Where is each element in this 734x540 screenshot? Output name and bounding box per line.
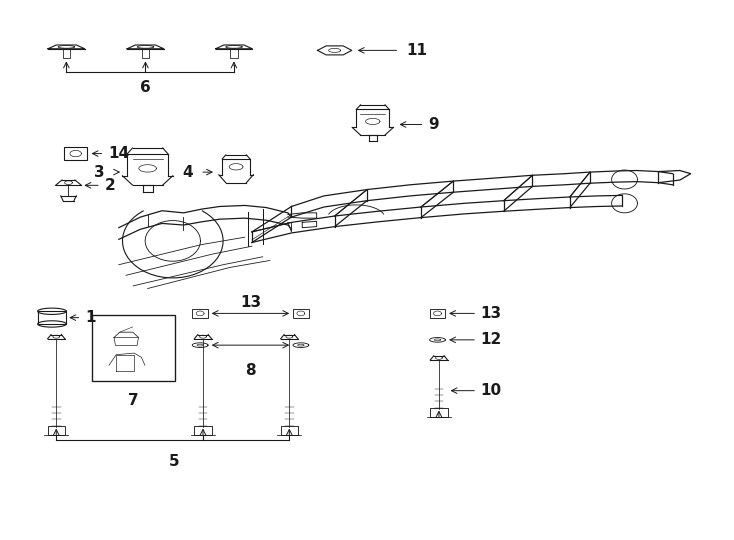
Text: 12: 12	[481, 332, 502, 347]
Text: 11: 11	[407, 43, 428, 58]
Bar	[195, 426, 211, 435]
Text: 3: 3	[94, 165, 104, 180]
Text: 6: 6	[140, 80, 150, 95]
Text: 2: 2	[104, 178, 115, 193]
Text: 8: 8	[245, 363, 255, 378]
Text: 7: 7	[128, 393, 139, 408]
Bar	[48, 426, 65, 435]
Bar	[280, 426, 298, 435]
Text: 13: 13	[481, 306, 502, 321]
Text: 10: 10	[481, 383, 502, 398]
Bar	[64, 147, 87, 160]
Bar	[37, 311, 66, 324]
Text: 1: 1	[85, 310, 95, 325]
Bar	[430, 408, 448, 417]
Text: 5: 5	[169, 454, 180, 469]
Text: 13: 13	[240, 295, 261, 310]
Bar	[192, 309, 208, 318]
Text: 9: 9	[428, 117, 439, 132]
Text: 4: 4	[182, 165, 193, 180]
Bar	[92, 315, 175, 381]
Bar	[429, 309, 446, 318]
Bar	[293, 309, 309, 318]
Text: 14: 14	[108, 146, 129, 161]
